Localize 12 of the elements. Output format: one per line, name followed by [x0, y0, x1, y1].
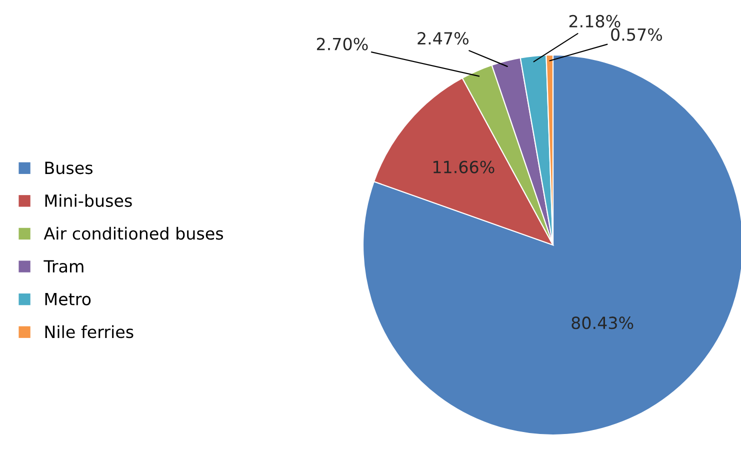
legend-label: Metro: [45, 292, 91, 306]
data-label: 2.18%: [569, 14, 620, 28]
data-label: 2.70%: [316, 38, 368, 50]
data-label: 2.47%: [418, 32, 468, 45]
legend-label: Air conditioned buses: [44, 226, 224, 240]
data-label: 80.43%: [572, 316, 634, 330]
legend-label: Nile ferries: [45, 325, 134, 338]
legend-label: Tram: [44, 260, 84, 273]
legend-label: Buses: [45, 162, 93, 174]
data-label: 11.66%: [433, 160, 494, 174]
legend-label: Mini-buses: [45, 194, 132, 207]
data-label: 0.57%: [611, 28, 662, 41]
